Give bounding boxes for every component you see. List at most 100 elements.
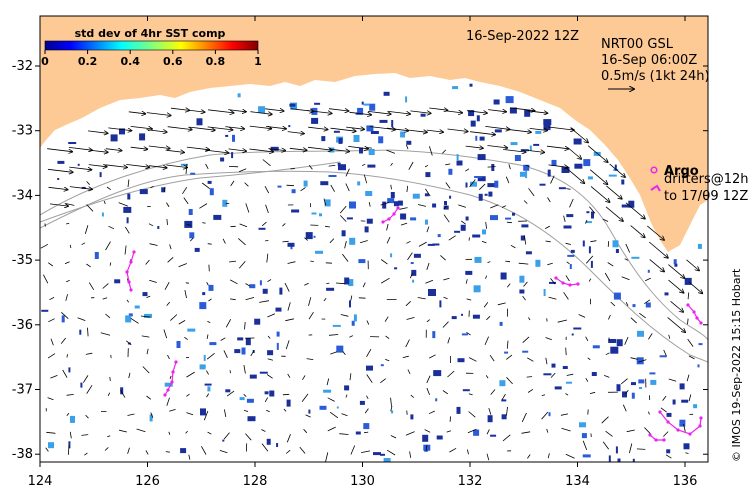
current-vector	[527, 111, 547, 113]
current-vector	[442, 390, 449, 395]
current-vector	[130, 317, 139, 324]
sst-pixel	[119, 128, 125, 135]
current-title: NRT00 GSL	[601, 37, 674, 52]
map-frame	[39, 15, 709, 463]
current-vector	[405, 301, 411, 307]
current-vector	[166, 164, 187, 168]
current-vector	[644, 427, 652, 435]
current-vector	[490, 204, 499, 209]
current-vector	[185, 163, 188, 175]
sst-pixel	[650, 379, 657, 385]
current-vector	[368, 202, 371, 207]
current-vector	[86, 385, 93, 394]
current-vector	[259, 300, 270, 303]
current-vector	[449, 447, 457, 453]
sst-pixel	[499, 380, 506, 387]
drifter-point	[396, 206, 400, 210]
current-vector	[527, 388, 534, 393]
current-vector	[223, 432, 230, 440]
current-vector	[522, 336, 530, 343]
current-vector	[466, 331, 471, 336]
sst-pixel	[351, 320, 355, 326]
current-vector	[266, 409, 270, 413]
current-vector	[605, 352, 610, 356]
current-vector	[266, 126, 286, 128]
current-vector	[287, 132, 304, 134]
sst-pixel	[573, 138, 582, 145]
drifter-point	[129, 260, 133, 264]
current-vector	[261, 429, 266, 432]
current-vector	[350, 445, 356, 455]
current-vector	[620, 378, 628, 385]
sst-pixel	[637, 330, 644, 337]
drifter-point	[392, 212, 396, 216]
sst-pixel	[176, 341, 181, 348]
sst-pixel	[291, 209, 300, 213]
current-vector	[660, 407, 667, 413]
sst-pixel	[369, 103, 376, 111]
current-vector	[243, 394, 247, 397]
sst-pixel	[326, 287, 335, 291]
drifter-point	[381, 220, 385, 224]
sst-pixel	[382, 201, 387, 209]
current-vector	[670, 300, 684, 312]
sst-pixel	[348, 279, 354, 287]
current-vector	[350, 295, 353, 301]
current-vector	[249, 125, 272, 129]
current-vector	[506, 406, 508, 416]
colorbar-tick-label: 0.8	[206, 55, 226, 68]
current-vector	[88, 282, 95, 291]
current-vector	[625, 202, 645, 219]
sst-pixel	[70, 415, 75, 423]
sst-pixel	[267, 350, 274, 356]
current-vector	[626, 429, 635, 433]
current-vector	[624, 389, 629, 395]
sst-pixel	[520, 235, 525, 241]
current-vector	[326, 378, 330, 386]
sst-pixel	[683, 443, 690, 450]
sst-pixel	[373, 452, 381, 456]
drifter-point	[654, 438, 658, 442]
current-vector	[505, 150, 525, 152]
sst-pixel	[247, 416, 256, 422]
drifter-point	[688, 432, 692, 436]
sst-pixel	[289, 103, 296, 107]
current-vector	[505, 176, 510, 184]
current-vector	[287, 373, 291, 378]
current-vector	[550, 278, 556, 285]
sst-pixel	[142, 292, 148, 297]
current-vector	[685, 452, 689, 454]
sst-pixel	[494, 180, 499, 188]
current-vector	[485, 275, 487, 279]
current-vector	[85, 414, 89, 419]
sst-pixel	[523, 164, 530, 171]
current-vector	[165, 451, 170, 453]
current-vector	[527, 357, 534, 362]
drifter-point	[698, 424, 702, 428]
current-vector	[266, 253, 269, 263]
colorbar-tick-label: 1	[254, 55, 262, 68]
sst-pixel	[631, 392, 635, 399]
current-vector	[342, 253, 349, 262]
current-vector	[108, 225, 115, 230]
current-vector	[366, 348, 372, 358]
current-vector	[390, 406, 393, 412]
sst-pixel	[478, 193, 483, 201]
current-vector	[299, 446, 306, 454]
current-vector	[687, 338, 694, 347]
current-vector	[126, 299, 130, 303]
sst-pixel	[363, 103, 370, 106]
current-vector	[569, 198, 574, 208]
current-vector	[408, 130, 427, 132]
sst-pixel	[397, 200, 403, 206]
current-vector	[445, 163, 451, 166]
current-vector	[466, 298, 472, 301]
current-vector	[169, 375, 172, 380]
sst-pixel	[291, 189, 296, 194]
current-vector	[208, 298, 212, 302]
sst-pixel	[469, 83, 473, 87]
current-vector	[566, 188, 571, 190]
current-vector	[467, 449, 469, 455]
current-vector	[508, 164, 511, 170]
